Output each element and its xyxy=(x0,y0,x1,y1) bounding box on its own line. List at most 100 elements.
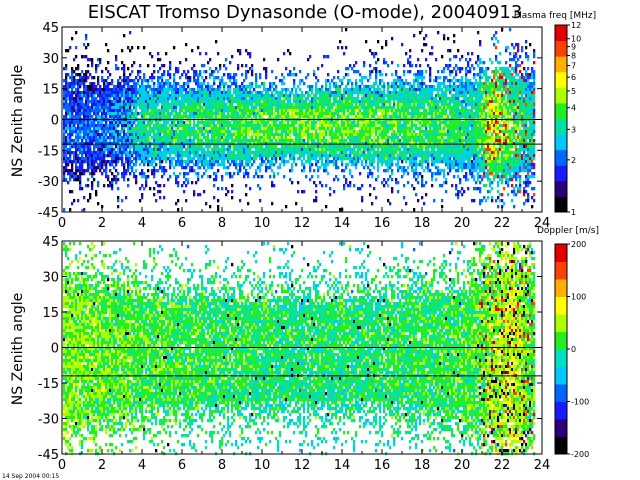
heatmap-cell xyxy=(117,130,120,134)
heatmap-cell xyxy=(381,115,384,119)
heatmap-cell xyxy=(357,100,360,104)
heatmap-cell xyxy=(91,106,94,110)
heatmap-cell xyxy=(209,154,212,158)
heatmap-cell xyxy=(141,169,144,173)
heatmap-cell xyxy=(167,133,170,137)
heatmap-cell xyxy=(225,58,228,62)
heatmap-cell xyxy=(373,121,376,125)
heatmap-cell xyxy=(335,166,338,170)
heatmap-cell xyxy=(73,142,76,146)
heatmap-cell xyxy=(79,73,82,77)
heatmap-cell xyxy=(163,196,166,200)
heatmap-cell xyxy=(169,94,172,98)
heatmap-cell xyxy=(63,139,66,143)
heatmap-cell xyxy=(81,148,84,152)
heatmap-cell xyxy=(71,121,74,125)
heatmap-cell xyxy=(131,70,134,74)
heatmap-cell xyxy=(217,112,220,116)
heatmap-cell xyxy=(215,67,218,71)
heatmap-cell xyxy=(265,106,268,110)
heatmap-cell xyxy=(245,157,248,161)
heatmap-cell xyxy=(239,85,242,89)
heatmap-cell xyxy=(343,109,346,113)
heatmap-cell xyxy=(213,94,216,98)
heatmap-cell xyxy=(91,103,94,107)
heatmap-cell xyxy=(377,136,380,140)
heatmap-cell xyxy=(167,112,170,116)
heatmap-cell xyxy=(125,151,128,155)
heatmap-cell xyxy=(175,106,178,110)
heatmap-cell xyxy=(101,88,104,92)
heatmap-cell xyxy=(257,85,260,89)
heatmap-cell xyxy=(215,136,218,140)
heatmap-cell xyxy=(171,160,174,164)
heatmap-cell xyxy=(135,85,138,89)
heatmap-cell xyxy=(107,76,110,80)
heatmap-cell xyxy=(171,112,174,116)
heatmap-cell xyxy=(351,151,354,155)
heatmap-cell xyxy=(235,82,238,86)
heatmap-cell xyxy=(193,190,196,194)
heatmap-cell xyxy=(161,85,164,89)
heatmap-cell xyxy=(121,91,124,95)
heatmap-cell xyxy=(241,136,244,140)
heatmap-cell xyxy=(239,133,242,137)
heatmap-cell xyxy=(357,106,360,110)
heatmap-cell xyxy=(197,115,200,119)
heatmap-cell xyxy=(199,109,202,113)
heatmap-cell xyxy=(83,172,86,176)
heatmap-cell xyxy=(79,100,82,104)
heatmap-cell xyxy=(85,100,88,104)
heatmap-cell xyxy=(181,157,184,161)
heatmap-cell xyxy=(111,142,114,146)
heatmap-cell xyxy=(71,73,74,77)
heatmap-cell xyxy=(203,148,206,152)
heatmap-cell xyxy=(387,133,390,137)
heatmap-cell xyxy=(75,121,78,125)
heatmap-cell xyxy=(331,130,334,134)
heatmap-cell xyxy=(135,130,138,134)
heatmap-cell xyxy=(253,142,256,146)
heatmap-cell xyxy=(235,85,238,89)
heatmap-cell xyxy=(367,172,370,176)
heatmap-cell xyxy=(71,70,74,74)
heatmap-cell xyxy=(397,91,400,95)
heatmap-cell xyxy=(65,163,68,167)
heatmap-cell xyxy=(371,145,374,149)
heatmap-cell xyxy=(147,163,150,167)
plasma-heatmap-cells xyxy=(63,28,536,212)
heatmap-cell xyxy=(227,85,230,89)
heatmap-cell xyxy=(265,103,268,107)
heatmap-cell xyxy=(269,151,272,155)
heatmap-cell xyxy=(201,175,204,179)
heatmap-cell xyxy=(95,91,98,95)
heatmap-cell xyxy=(245,184,248,188)
heatmap-cell xyxy=(163,130,166,134)
heatmap-cell xyxy=(209,175,212,179)
heatmap-cell xyxy=(237,94,240,98)
heatmap-cell xyxy=(257,103,260,107)
heatmap-cell xyxy=(135,88,138,92)
heatmap-cell xyxy=(209,94,212,98)
heatmap-cell xyxy=(261,142,264,146)
heatmap-cell xyxy=(195,94,198,98)
heatmap-cell xyxy=(381,127,384,131)
heatmap-cell xyxy=(223,166,226,170)
heatmap-cell xyxy=(267,166,270,170)
heatmap-cell xyxy=(343,151,346,155)
heatmap-cell xyxy=(133,157,136,161)
heatmap-cell xyxy=(167,97,170,101)
heatmap-cell xyxy=(197,160,200,164)
heatmap-cell xyxy=(361,112,364,116)
heatmap-cell xyxy=(83,43,86,47)
heatmap-cell xyxy=(335,151,338,155)
heatmap-cell xyxy=(271,163,274,167)
heatmap-cell xyxy=(183,154,186,158)
heatmap-cell xyxy=(63,172,66,176)
heatmap-cell xyxy=(71,190,74,194)
heatmap-cell xyxy=(129,79,132,83)
heatmap-cell xyxy=(165,115,168,119)
heatmap-cell xyxy=(343,154,346,158)
heatmap-cell xyxy=(381,151,384,155)
heatmap-cell xyxy=(135,112,138,116)
